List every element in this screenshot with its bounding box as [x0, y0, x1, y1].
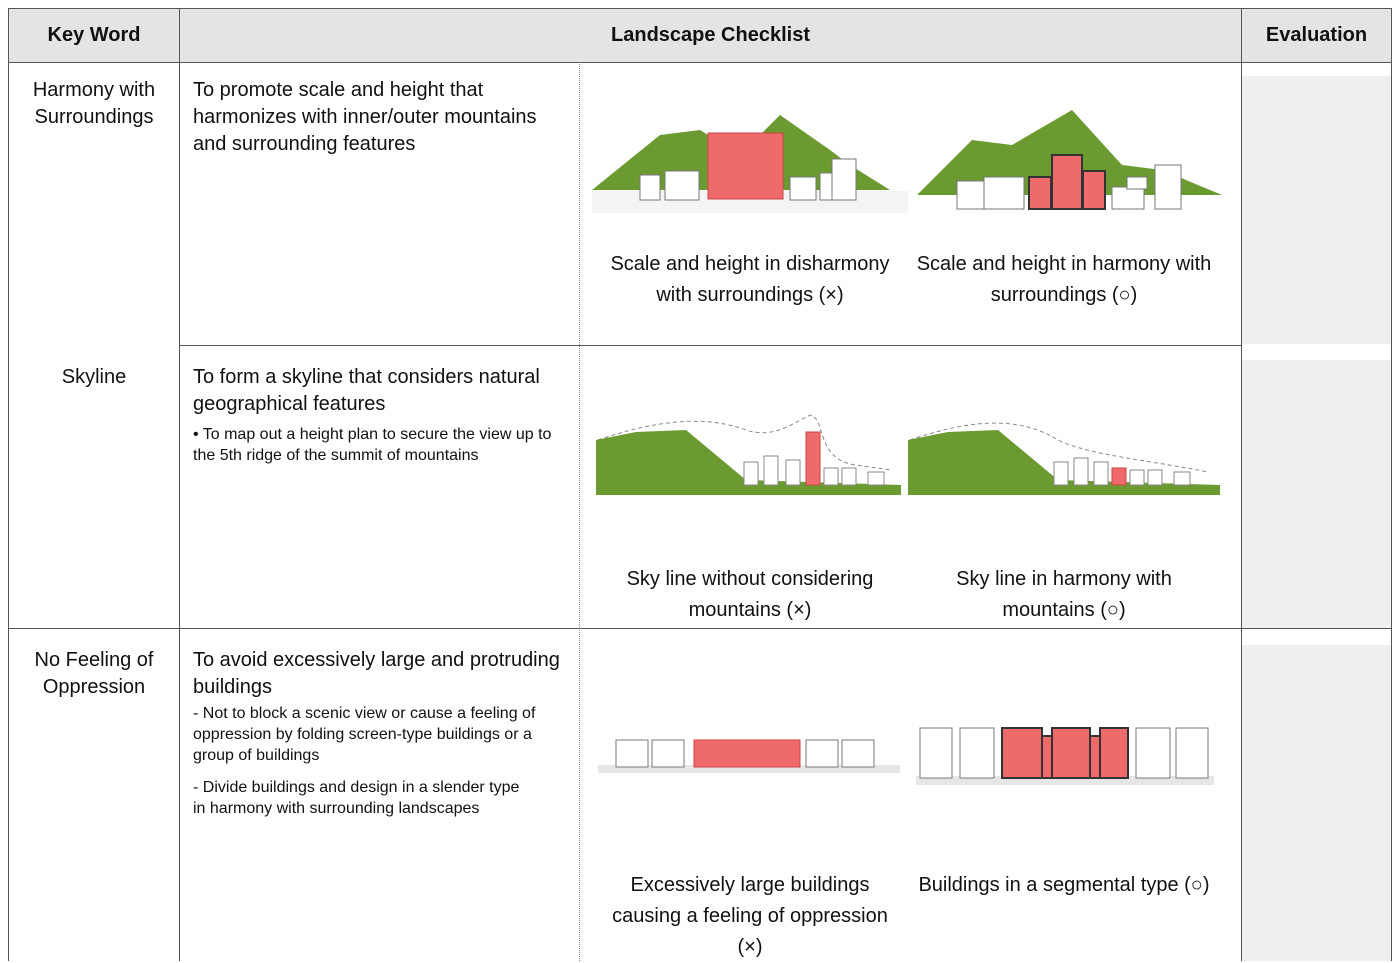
caption: Sky line without considering mountains (…: [626, 568, 874, 621]
border: [8, 62, 9, 961]
border: [1391, 62, 1392, 961]
illustration: [916, 727, 1214, 785]
illustration: [917, 110, 1222, 210]
note: • To map out a height plan to secure the…: [193, 426, 552, 464]
evaluation-cell: [1242, 360, 1392, 628]
note: - Not to block a scenic view or cause a …: [193, 705, 536, 764]
border: [1241, 62, 1242, 961]
border: [579, 62, 580, 961]
description: To promote scale and height that harmoni…: [193, 79, 537, 155]
border: [179, 62, 180, 961]
illustration: [598, 739, 900, 773]
evaluation-cell: [1242, 76, 1392, 344]
illustration: [592, 115, 908, 213]
illustration: [908, 422, 1220, 495]
note: - Divide buildings and design in a slend…: [193, 779, 520, 817]
caption: Sky line in harmony with mountains (○): [956, 568, 1172, 621]
caption: Excessively large buildings causing a fe…: [612, 874, 888, 958]
evaluation-cell: [1242, 645, 1392, 961]
caption: Scale and height in disharmony with surr…: [610, 253, 890, 306]
header-key-word: Key Word: [8, 8, 180, 63]
key-word: No Feeling of Oppression: [34, 649, 154, 698]
key-word: Harmony with Surroundings: [32, 79, 156, 128]
description: To avoid excessively large and protrudin…: [193, 649, 560, 698]
border: [179, 345, 1242, 346]
header-checklist: Landscape Checklist: [179, 8, 1242, 63]
caption: Buildings in a segmental type (○): [918, 874, 1210, 896]
caption: Scale and height in harmony with surroun…: [916, 253, 1212, 306]
key-word: Skyline: [61, 366, 127, 388]
description: To form a skyline that considers natural…: [193, 366, 540, 415]
border: [8, 628, 1392, 629]
illustration: [596, 414, 901, 495]
header-evaluation: Evaluation: [1241, 8, 1392, 63]
